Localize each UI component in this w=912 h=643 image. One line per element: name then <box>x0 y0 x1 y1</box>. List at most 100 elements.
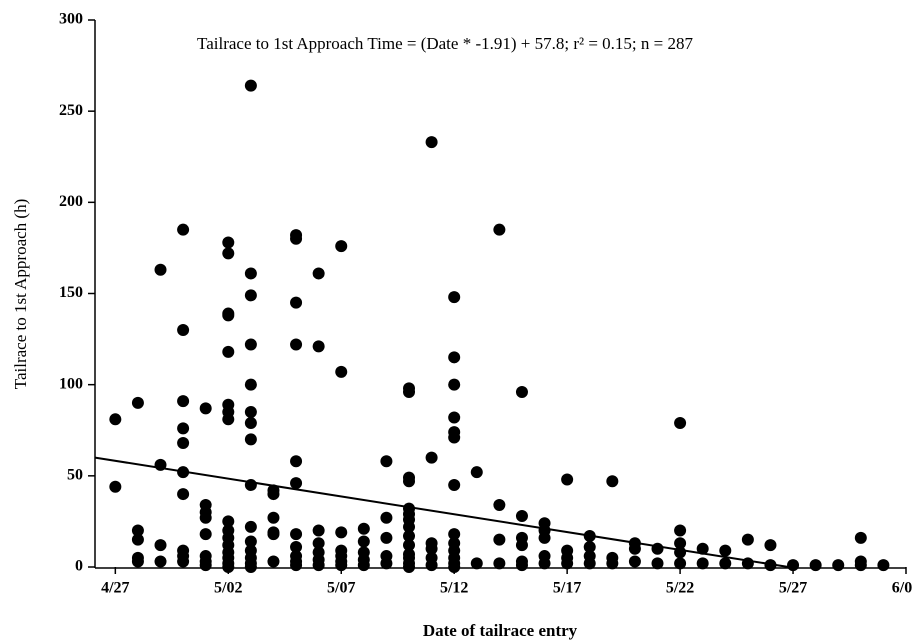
point <box>222 309 235 322</box>
point <box>628 542 641 555</box>
point <box>719 544 732 557</box>
point <box>380 511 393 524</box>
y-tick-label: 250 <box>59 102 83 119</box>
point <box>131 555 144 568</box>
point <box>131 396 144 409</box>
point <box>403 561 416 573</box>
point <box>109 480 122 493</box>
point <box>515 539 528 552</box>
x-tick-label: 5/27 <box>779 580 807 597</box>
point <box>177 323 190 336</box>
point <box>538 531 551 544</box>
y-tick-label: 300 <box>59 11 83 28</box>
y-tick-label: 150 <box>59 284 83 301</box>
point <box>583 540 596 553</box>
point <box>177 488 190 501</box>
point <box>854 531 867 544</box>
point <box>606 557 619 570</box>
point <box>244 338 257 351</box>
point <box>538 557 551 570</box>
x-tick-label: 6/01 <box>892 580 912 597</box>
point <box>628 555 641 568</box>
point <box>764 539 777 552</box>
point <box>764 559 777 572</box>
point <box>674 416 687 429</box>
point <box>606 475 619 488</box>
y-tick-label: 200 <box>59 193 83 210</box>
point <box>244 416 257 429</box>
point <box>222 561 235 573</box>
point <box>290 528 303 541</box>
point <box>222 236 235 249</box>
x-tick-label: 5/02 <box>214 580 242 597</box>
point <box>448 478 461 491</box>
point <box>448 528 461 541</box>
point <box>267 511 280 524</box>
point <box>177 395 190 408</box>
point <box>335 240 348 253</box>
point <box>244 520 257 533</box>
point <box>674 546 687 559</box>
point <box>244 535 257 548</box>
point <box>425 542 438 555</box>
point <box>244 289 257 302</box>
point <box>290 559 303 572</box>
point <box>357 522 370 535</box>
point <box>312 340 325 353</box>
annotation: Tailrace to 1st Approach Time = (Date * … <box>197 34 693 53</box>
point <box>403 385 416 398</box>
point <box>335 526 348 539</box>
point <box>222 247 235 260</box>
point <box>335 365 348 378</box>
point <box>290 232 303 245</box>
point <box>403 539 416 552</box>
point <box>290 338 303 351</box>
point <box>177 223 190 236</box>
point <box>696 542 709 555</box>
point <box>448 561 461 573</box>
point <box>674 557 687 570</box>
point <box>425 136 438 149</box>
point <box>515 559 528 572</box>
point <box>651 557 664 570</box>
point <box>357 535 370 548</box>
point <box>448 411 461 424</box>
point <box>448 378 461 391</box>
point <box>674 537 687 550</box>
point <box>244 79 257 92</box>
point <box>199 402 212 415</box>
point <box>515 385 528 398</box>
point <box>651 542 664 555</box>
point <box>380 531 393 544</box>
point <box>787 559 800 572</box>
point <box>154 539 167 552</box>
x-tick-label: 5/17 <box>553 580 581 597</box>
point <box>696 557 709 570</box>
point <box>199 559 212 572</box>
point <box>177 422 190 435</box>
point <box>515 509 528 522</box>
point <box>583 557 596 570</box>
point <box>877 559 890 572</box>
point <box>335 559 348 572</box>
point <box>290 477 303 490</box>
point <box>493 223 506 236</box>
x-axis-title: Date of tailrace entry <box>423 621 578 640</box>
x-tick-label: 5/22 <box>666 580 694 597</box>
point <box>809 559 822 572</box>
point <box>290 455 303 468</box>
point <box>131 524 144 537</box>
point <box>448 351 461 364</box>
point <box>312 524 325 537</box>
point <box>312 559 325 572</box>
point <box>832 559 845 572</box>
point <box>177 555 190 568</box>
point <box>448 431 461 444</box>
point <box>109 413 122 426</box>
point <box>312 267 325 280</box>
x-tick-label: 5/07 <box>327 580 355 597</box>
point <box>403 520 416 533</box>
point <box>154 263 167 276</box>
point <box>267 528 280 541</box>
point <box>222 515 235 528</box>
